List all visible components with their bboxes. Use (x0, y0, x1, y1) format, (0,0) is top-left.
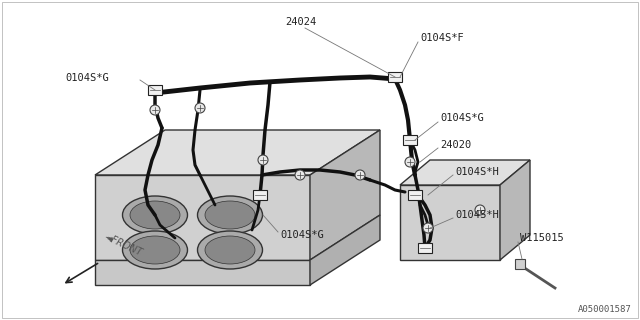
Bar (388, 72, 402, 82)
Text: 0104S*F: 0104S*F (420, 33, 464, 43)
Bar (148, 85, 162, 95)
Circle shape (405, 157, 415, 167)
Ellipse shape (122, 196, 188, 234)
Circle shape (475, 205, 485, 215)
Polygon shape (310, 215, 380, 285)
Text: W115015: W115015 (520, 233, 564, 243)
Polygon shape (95, 260, 310, 285)
Ellipse shape (205, 236, 255, 264)
Polygon shape (400, 160, 530, 185)
Ellipse shape (198, 196, 262, 234)
Ellipse shape (130, 236, 180, 264)
Ellipse shape (198, 231, 262, 269)
Text: 0104S*G: 0104S*G (440, 113, 484, 123)
Text: A050001587: A050001587 (579, 305, 632, 314)
Circle shape (423, 223, 433, 233)
Ellipse shape (205, 201, 255, 229)
Polygon shape (500, 160, 530, 260)
Ellipse shape (130, 201, 180, 229)
Text: 24020: 24020 (440, 140, 471, 150)
Circle shape (150, 105, 160, 115)
Bar (408, 190, 422, 200)
Bar (515, 259, 525, 269)
Bar (253, 190, 267, 200)
Text: ◄FRONT: ◄FRONT (103, 232, 144, 258)
Polygon shape (400, 185, 500, 260)
Polygon shape (95, 130, 380, 175)
Circle shape (355, 170, 365, 180)
Polygon shape (310, 130, 380, 260)
Text: 0104S*G: 0104S*G (65, 73, 109, 83)
Text: 0104S*H: 0104S*H (455, 167, 499, 177)
Bar (418, 243, 432, 253)
Polygon shape (95, 175, 310, 260)
Circle shape (195, 103, 205, 113)
Circle shape (258, 155, 268, 165)
Bar (403, 135, 417, 145)
Text: 0104S*H: 0104S*H (455, 210, 499, 220)
Ellipse shape (122, 231, 188, 269)
Text: 0104S*G: 0104S*G (280, 230, 324, 240)
Circle shape (295, 170, 305, 180)
Text: 24024: 24024 (285, 17, 316, 27)
